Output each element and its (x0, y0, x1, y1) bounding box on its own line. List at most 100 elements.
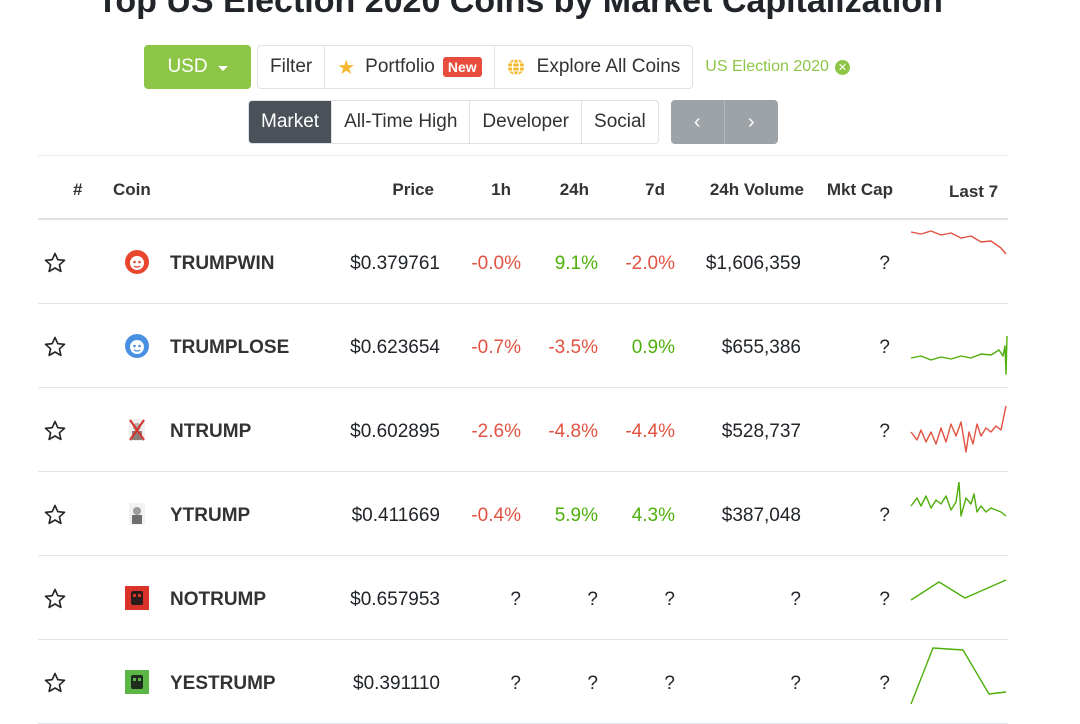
new-badge: New (442, 57, 482, 77)
tab-developer[interactable]: Developer (470, 101, 583, 143)
change-24h-cell: 5.9% (554, 505, 598, 526)
change-7d-cell: ? (664, 589, 675, 610)
change-24h-cell: -3.5% (548, 337, 598, 358)
change-24h-cell: ? (587, 589, 598, 610)
sparkline-chart (910, 336, 1008, 375)
remove-tag-icon[interactable]: ✕ (834, 59, 850, 75)
table-row[interactable]: YTRUMP $0.411669 -0.4% 5.9% 4.3% $387,048? (38, 472, 1008, 556)
change-1h-cell: -0.4% (471, 505, 521, 526)
volume-cell: ? (790, 589, 801, 610)
header-1h[interactable]: 1h (491, 180, 511, 199)
filter-button[interactable]: Filter (258, 46, 326, 88)
category-tag[interactable]: US Election 2020 ✕ (705, 58, 850, 76)
change-7d-cell: ? (664, 673, 675, 694)
currency-dropdown[interactable]: USD (144, 45, 251, 89)
header-24h[interactable]: 24h (559, 180, 589, 199)
view-options: Filter ★ Portfolio New Explore All Coins (257, 45, 694, 89)
price-cell: $0.657953 (350, 589, 440, 610)
change-1h-cell: ? (510, 673, 521, 694)
header-7d[interactable]: 7d (645, 180, 665, 199)
tab-market[interactable]: Market (249, 101, 333, 143)
mkt-cap-cell: ? (879, 337, 890, 358)
star-outline-icon[interactable] (43, 587, 67, 611)
coin-name[interactable]: TRUMPWIN (170, 253, 275, 274)
red-mask-icon (124, 585, 150, 611)
green-mask-icon (124, 669, 150, 695)
mkt-cap-cell: ? (879, 673, 890, 694)
change-1h-cell: -2.6% (471, 421, 521, 442)
change-24h-cell: -4.8% (548, 421, 598, 442)
table-row[interactable]: NOTRUMP $0.657953????? (38, 556, 1008, 640)
portfolio-button[interactable]: ★ Portfolio New (325, 46, 495, 88)
star-outline-icon[interactable] (43, 419, 67, 443)
table-row[interactable]: NTRUMP $0.602895 -2.6% -4.8% -4.4% $528,737? (38, 388, 1008, 472)
change-7d-cell: 4.3% (631, 505, 675, 526)
tab-social[interactable]: Social (594, 111, 646, 132)
table-body: TRUMPWIN $0.379761 -0.0% 9.1% -2.0% $1,606,35… (38, 220, 1008, 724)
portrait-icon (124, 501, 150, 527)
sparkline-chart (910, 647, 1007, 705)
change-7d-cell: -4.4% (625, 421, 675, 442)
star-icon: ★ (337, 56, 356, 79)
star-outline-icon[interactable] (43, 503, 67, 527)
category-tag-label: US Election 2020 (705, 58, 829, 75)
sparkline-chart (910, 405, 1007, 453)
table-row[interactable]: TRUMPLOSE $0.623654 -0.7% -3.5% 0.9% $655,386… (38, 304, 1008, 388)
currency-label: USD (167, 56, 208, 77)
chevron-right-icon: › (747, 110, 755, 133)
price-cell: $0.623654 (350, 337, 440, 358)
portfolio-label: Portfolio (365, 56, 435, 77)
change-1h-cell: -0.0% (471, 253, 521, 274)
tab-row: Market All-Time High Developer Social ‹ … (248, 100, 778, 144)
header-volume[interactable]: 24h Volume (709, 180, 804, 199)
header-mkt-cap[interactable]: Mkt Cap (826, 180, 893, 199)
header-coin[interactable]: Coin (113, 180, 151, 199)
portrait-x-icon (124, 417, 150, 443)
table-row[interactable]: YESTRUMP $0.391110????? (38, 640, 1008, 724)
change-7d-cell: -2.0% (625, 253, 675, 274)
header-rank[interactable]: # (73, 180, 83, 199)
coin-name[interactable]: YESTRUMP (170, 673, 276, 694)
header-price[interactable]: Price (392, 180, 434, 199)
price-cell: $0.602895 (350, 421, 440, 442)
change-24h-cell: 9.1% (554, 253, 598, 274)
star-outline-icon[interactable] (43, 671, 67, 695)
prev-page-button[interactable]: ‹ (670, 100, 725, 144)
mkt-cap-cell: ? (879, 505, 890, 526)
volume-cell: ? (790, 673, 801, 694)
pager: ‹ › (670, 100, 778, 144)
table-header: # Coin Price 1h 24h 7d 24h Volume Mkt Ca… (38, 155, 1008, 220)
change-24h-cell: ? (587, 673, 598, 694)
explore-button[interactable]: Explore All Coins (495, 46, 693, 88)
header-last-7: Last 7 (949, 182, 999, 201)
change-7d-cell: 0.9% (631, 337, 675, 358)
volume-cell: $528,737 (721, 421, 801, 442)
price-cell: $0.379761 (350, 253, 440, 274)
coin-name[interactable]: NTRUMP (170, 421, 252, 442)
coin-name[interactable]: YTRUMP (170, 505, 251, 526)
volume-cell: $387,048 (721, 505, 801, 526)
star-outline-icon[interactable] (43, 251, 67, 275)
change-1h-cell: ? (510, 589, 521, 610)
coin-name[interactable]: TRUMPLOSE (170, 337, 290, 358)
red-lion-icon (124, 249, 150, 275)
tab-all-time-high[interactable]: All-Time High (332, 101, 471, 143)
star-outline-icon[interactable] (43, 335, 67, 359)
price-cell: $0.411669 (351, 505, 440, 526)
toolbar-row: USD Filter ★ Portfolio New Explore All C… (144, 45, 850, 89)
table-row[interactable]: TRUMPWIN $0.379761 -0.0% 9.1% -2.0% $1,606,35… (38, 220, 1008, 304)
mkt-cap-cell: ? (879, 421, 890, 442)
volume-cell: $1,606,359 (705, 253, 801, 274)
globe-icon (507, 58, 524, 76)
mkt-cap-cell: ? (879, 589, 890, 610)
sparkline-chart (910, 482, 1007, 517)
page-title: Top US Election 2020 Coins by Market Cap… (97, 0, 943, 20)
mkt-cap-cell: ? (879, 253, 890, 274)
sparkline-chart (910, 579, 1007, 601)
coin-name[interactable]: NOTRUMP (170, 589, 267, 610)
next-page-button[interactable]: › (724, 100, 778, 144)
change-1h-cell: -0.7% (471, 337, 521, 358)
tab-group: Market All-Time High Developer Social (248, 100, 659, 144)
price-cell: $0.391110 (353, 673, 440, 694)
caret-down-icon (217, 65, 228, 71)
